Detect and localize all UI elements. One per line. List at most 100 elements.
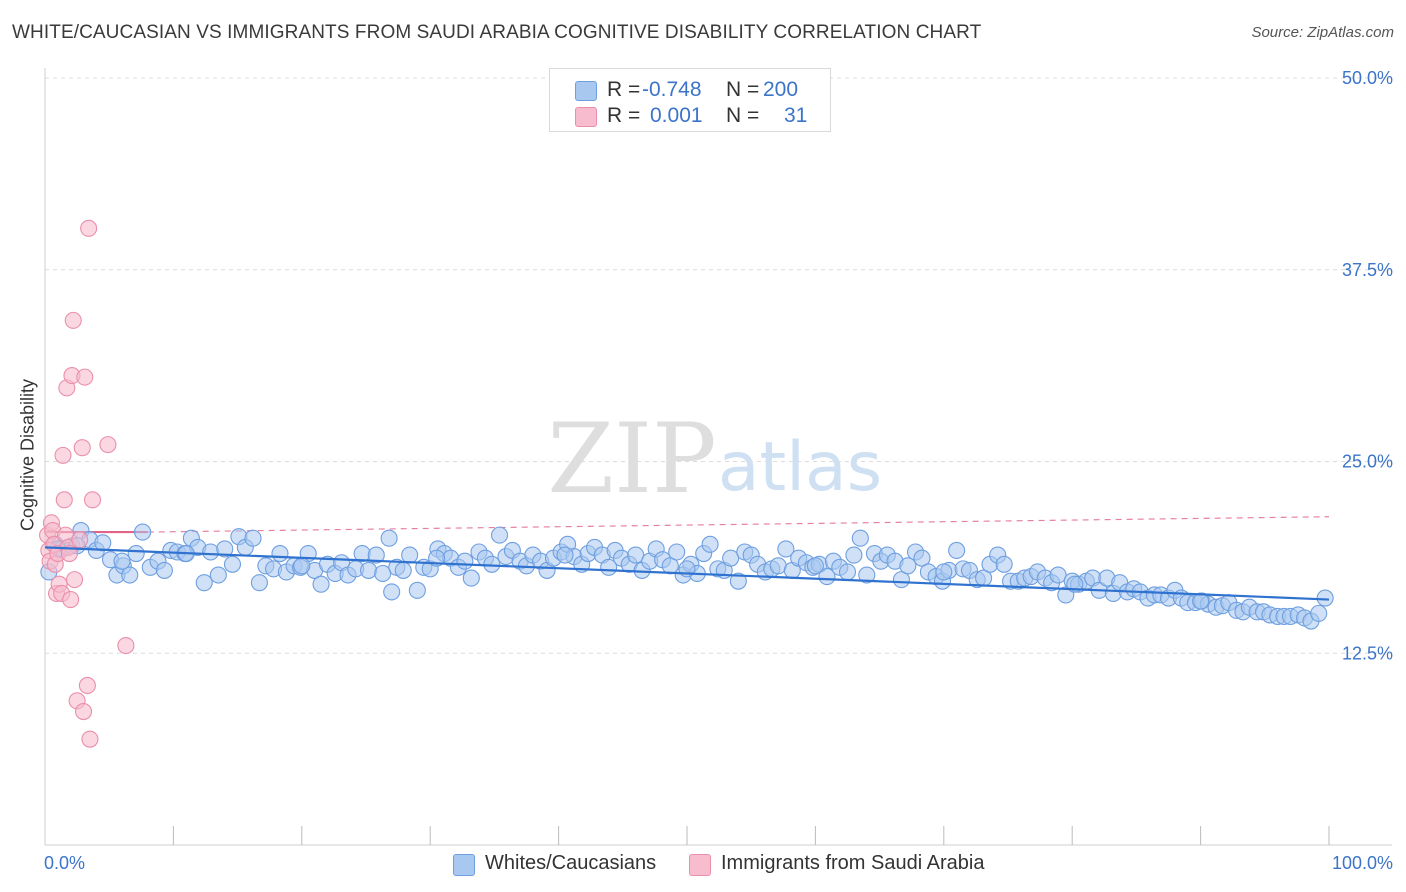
data-point-whites — [216, 540, 234, 558]
data-point-whites — [223, 555, 242, 573]
data-point-saudi — [76, 368, 94, 386]
watermark-atlas: atlas — [718, 428, 882, 507]
data-point-whites — [127, 544, 145, 563]
legend-r-label: R = — [607, 78, 641, 101]
legend-stats: R = -0.748 N = 200 R = 0.001 N = 31 — [549, 68, 831, 132]
data-point-whites — [408, 581, 426, 599]
data-point-whites — [1310, 604, 1328, 622]
legend-n-value: 31 — [784, 104, 808, 127]
trend-line-whites — [44, 546, 1330, 601]
source-credit: Source: ZipAtlas.com — [1251, 24, 1394, 41]
watermark-zip: ZIP — [547, 403, 716, 515]
data-point-saudi — [99, 436, 117, 454]
legend-label-saudi: Immigrants from Saudi Arabia — [721, 852, 985, 874]
data-point-whites — [995, 555, 1013, 573]
axes — [44, 68, 1392, 846]
data-point-whites — [360, 561, 378, 579]
data-point-whites — [858, 566, 876, 584]
watermark: ZIP atlas — [547, 403, 882, 515]
tick-labels: 12.5% 25.0% 37.5% 50.0% 0.0% 100.0% — [44, 68, 1393, 873]
data-point-whites — [462, 569, 480, 587]
data-point-saudi — [65, 571, 84, 589]
legend-item-whites: Whites/Caucasians — [453, 850, 673, 878]
data-point-whites — [1316, 589, 1334, 607]
legend-r-value: -0.748 — [642, 78, 702, 101]
legend-item-saudi: Immigrants from Saudi Arabia — [689, 850, 1009, 878]
data-point-whites — [271, 544, 289, 563]
data-point-whites — [769, 557, 787, 575]
data-point-saudi — [80, 219, 98, 237]
data-point-saudi — [62, 591, 80, 609]
data-point-whites — [374, 564, 392, 583]
data-point-whites — [490, 526, 509, 544]
data-point-saudi — [71, 531, 89, 549]
data-point-saudi — [78, 676, 96, 695]
data-point-saudi — [55, 491, 73, 509]
data-point-whites — [913, 549, 931, 567]
y-axis-label: Cognitive Disability — [17, 378, 38, 532]
legend-label-whites: Whites/Caucasians — [485, 852, 657, 874]
data-point-saudi — [73, 439, 91, 457]
data-point-whites — [312, 575, 330, 593]
data-point-whites — [627, 546, 645, 564]
data-point-whites — [935, 563, 953, 581]
data-point-whites — [456, 552, 474, 570]
data-point-saudi — [117, 637, 135, 655]
data-point-whites — [722, 549, 740, 567]
series-whites-points — [40, 521, 1334, 630]
legend-r-value: 0.001 — [650, 104, 703, 127]
data-point-whites — [668, 543, 686, 561]
x-tick-label: 100.0% — [1332, 853, 1393, 873]
data-point-whites — [209, 566, 227, 584]
data-point-whites — [202, 543, 220, 561]
gridlines — [45, 77, 1392, 654]
data-point-whites — [367, 546, 385, 564]
legend-n-label: N = — [726, 78, 760, 101]
y-tick-label: 25.0% — [1342, 452, 1393, 472]
y-tick-label: 50.0% — [1342, 68, 1393, 88]
data-point-whites — [394, 561, 412, 579]
legend-row-whites: R = -0.748 N = 200 — [550, 77, 830, 103]
data-point-whites — [155, 561, 173, 579]
data-point-saudi — [64, 311, 82, 329]
data-point-saudi — [83, 491, 102, 509]
legend-n-value: 200 — [763, 78, 799, 101]
legend-swatch-blue — [575, 81, 597, 101]
legend-row-saudi: R = 0.001 N = 31 — [550, 103, 830, 129]
data-point-whites — [293, 557, 311, 575]
data-point-whites — [892, 571, 910, 589]
data-point-saudi — [74, 702, 93, 721]
data-point-whites — [113, 552, 131, 570]
data-point-whites — [556, 546, 574, 564]
data-point-saudi — [81, 730, 99, 748]
data-point-whites — [701, 535, 719, 553]
data-point-whites — [806, 557, 824, 575]
series-saudi-points — [39, 219, 135, 748]
data-point-whites — [851, 529, 869, 547]
x-tick-label: 0.0% — [44, 853, 85, 873]
data-point-whites — [1192, 592, 1210, 610]
trend-line-saudi-extended — [147, 516, 1330, 533]
legend-swatch-pink — [575, 107, 597, 127]
data-point-whites — [195, 574, 213, 592]
data-point-whites — [94, 534, 112, 552]
y-tick-label: 37.5% — [1342, 260, 1393, 280]
data-point-whites — [244, 529, 262, 547]
data-point-saudi — [54, 446, 72, 464]
data-point-whites — [899, 557, 917, 575]
data-point-whites — [777, 540, 795, 558]
legend-swatch-blue — [453, 854, 475, 876]
legend-n-label: N = — [726, 104, 760, 127]
blue-trend-line — [44, 546, 1330, 601]
data-point-whites — [380, 529, 398, 547]
data-point-whites — [134, 523, 152, 541]
legend-swatch-pink — [689, 854, 711, 876]
y-tick-label: 12.5% — [1342, 643, 1393, 663]
data-point-whites — [383, 583, 401, 601]
data-point-whites — [729, 572, 747, 590]
data-point-whites — [818, 567, 836, 586]
data-point-whites — [121, 566, 139, 584]
legend-r-label: R = — [607, 104, 641, 127]
data-point-whites — [838, 563, 857, 581]
